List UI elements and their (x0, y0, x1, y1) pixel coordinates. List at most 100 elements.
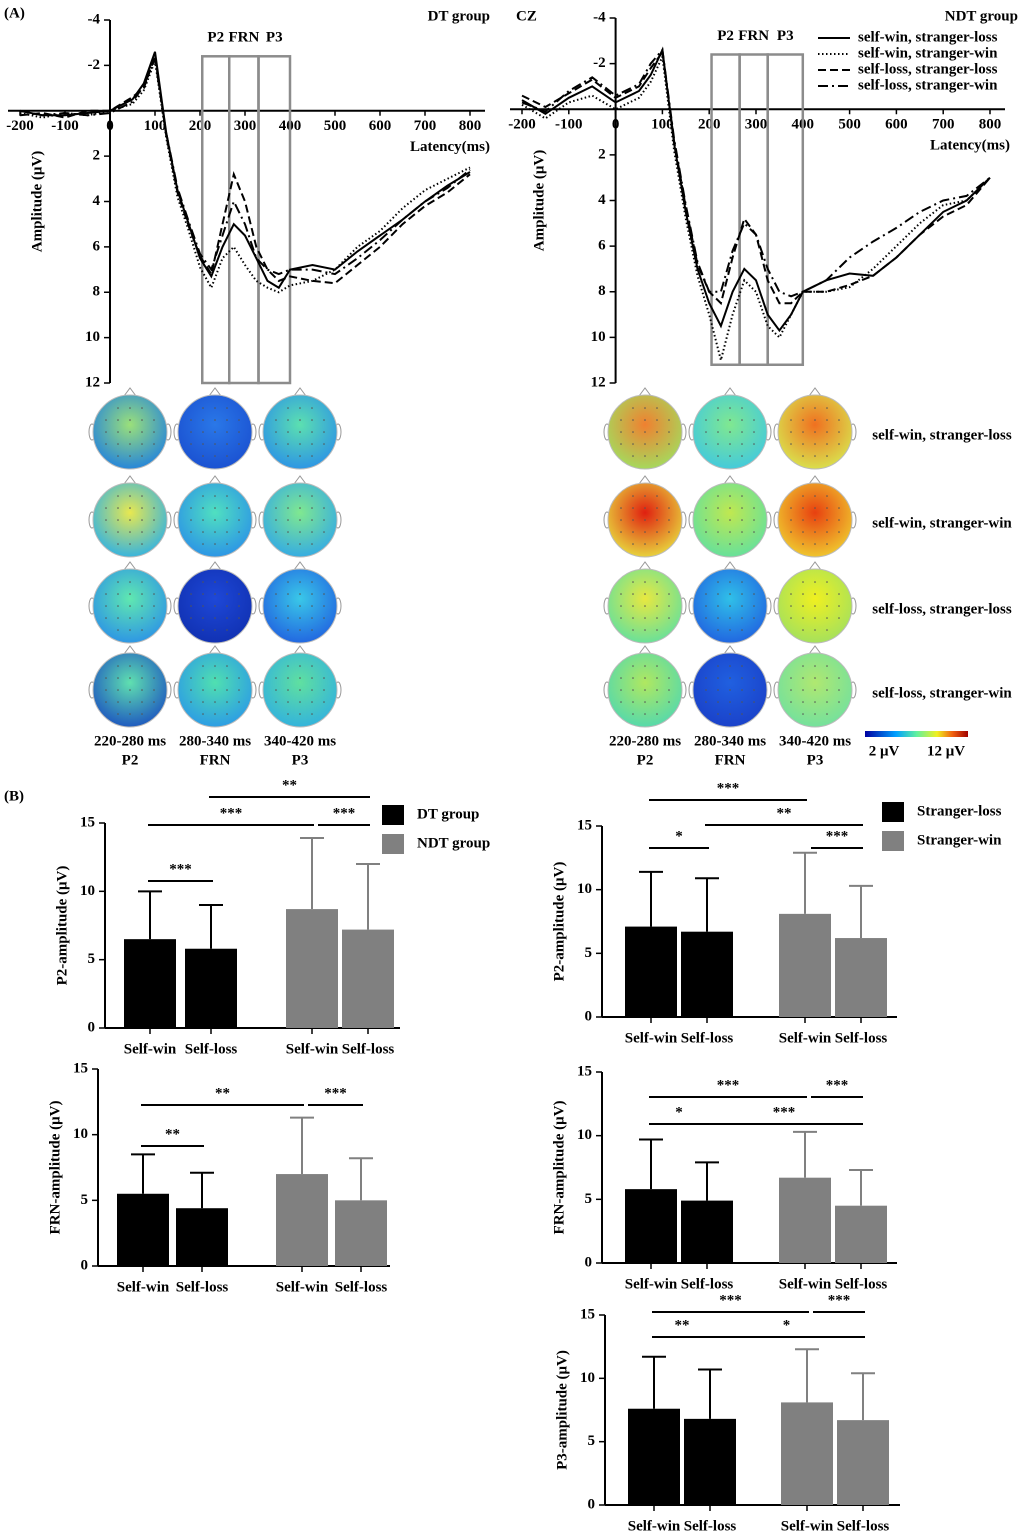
electrode (275, 605, 277, 607)
electrode (129, 701, 131, 703)
electrode (620, 701, 622, 703)
legend-label: self-loss, stranger-win (858, 77, 998, 93)
electrode (632, 629, 634, 631)
y-tick-label: -4 (88, 11, 101, 27)
electrode (141, 543, 143, 545)
electrode (729, 419, 731, 421)
y-tick-label: 10 (577, 881, 592, 897)
electrode (311, 689, 313, 691)
electrode (275, 593, 277, 595)
electrode (117, 665, 119, 667)
electrode (790, 689, 792, 691)
electrode (632, 701, 634, 703)
electrode (226, 701, 228, 703)
electrode (717, 701, 719, 703)
electrode (668, 531, 670, 533)
y-tick-label: 10 (580, 1370, 595, 1386)
significance-label: *** (220, 805, 243, 821)
bar (781, 1402, 833, 1505)
y-tick-label: 0 (588, 1496, 596, 1512)
colorbar (865, 731, 968, 737)
electrode (705, 507, 707, 509)
electrode (226, 455, 228, 457)
y-axis-label: FRN-amplitude (μV) (551, 1101, 567, 1235)
electrode (620, 617, 622, 619)
electrode (790, 617, 792, 619)
time-window (201, 55, 231, 385)
bar (835, 938, 887, 1017)
electrode (826, 713, 828, 715)
x-tick-label: 300 (234, 118, 257, 134)
significance-label: *** (828, 1292, 851, 1308)
electrode (802, 531, 804, 533)
electrode (141, 455, 143, 457)
x-tick-label: 0 (106, 118, 114, 134)
electrode (226, 519, 228, 521)
electrode (226, 531, 228, 533)
component-label: FRN (200, 752, 231, 768)
electrode (141, 407, 143, 409)
bar (124, 939, 176, 1028)
y-tick-label: 15 (577, 817, 592, 833)
electrode (656, 581, 658, 583)
electrode (141, 677, 143, 679)
electrode (287, 689, 289, 691)
electrode (644, 431, 646, 433)
electrode (753, 617, 755, 619)
electrode (105, 689, 107, 691)
condition-label: self-win, stranger-win (872, 515, 1012, 531)
electrode (668, 677, 670, 679)
electrode (814, 519, 816, 521)
electrode (226, 713, 228, 715)
x-tick-label: 700 (932, 117, 955, 133)
electrode (299, 519, 301, 521)
x-tick-label: Self-loss (835, 1276, 888, 1292)
electrode (141, 531, 143, 533)
y-tick-label: 2 (598, 146, 606, 162)
electrode (299, 581, 301, 583)
electrode (814, 581, 816, 583)
electrode (717, 443, 719, 445)
legend-label: DT group (417, 806, 479, 822)
legend-swatch (382, 834, 404, 854)
electrode (117, 713, 119, 715)
electrode (287, 507, 289, 509)
erp-line (521, 49, 991, 306)
electrode (644, 617, 646, 619)
electrode (741, 519, 743, 521)
electrode (790, 443, 792, 445)
electrode (202, 617, 204, 619)
electrode (238, 419, 240, 421)
electrode (311, 455, 313, 457)
head-nose (123, 561, 137, 571)
electrode (117, 519, 119, 521)
electrode (141, 713, 143, 715)
electrode (117, 617, 119, 619)
electrode (802, 455, 804, 457)
electrode (668, 689, 670, 691)
electrode (214, 443, 216, 445)
electrode (117, 677, 119, 679)
electrode (153, 431, 155, 433)
x-tick-label: Self-loss (684, 1518, 737, 1534)
electrode (620, 593, 622, 595)
x-tick-label: Self-loss (837, 1518, 890, 1534)
x-tick-label: Self-win (276, 1279, 329, 1295)
electrode (287, 407, 289, 409)
electrode (729, 455, 731, 457)
electrode (226, 431, 228, 433)
annotation: CZ (516, 8, 537, 24)
electrode (214, 431, 216, 433)
bar (625, 926, 677, 1017)
electrode (311, 629, 313, 631)
electrode (632, 519, 634, 521)
electrode (790, 419, 792, 421)
bar (681, 1200, 733, 1263)
y-tick-label: 5 (585, 1191, 593, 1207)
electrode (238, 617, 240, 619)
electrode (311, 701, 313, 703)
electrode (202, 689, 204, 691)
electrode (632, 531, 634, 533)
electrode (802, 701, 804, 703)
electrode (202, 531, 204, 533)
